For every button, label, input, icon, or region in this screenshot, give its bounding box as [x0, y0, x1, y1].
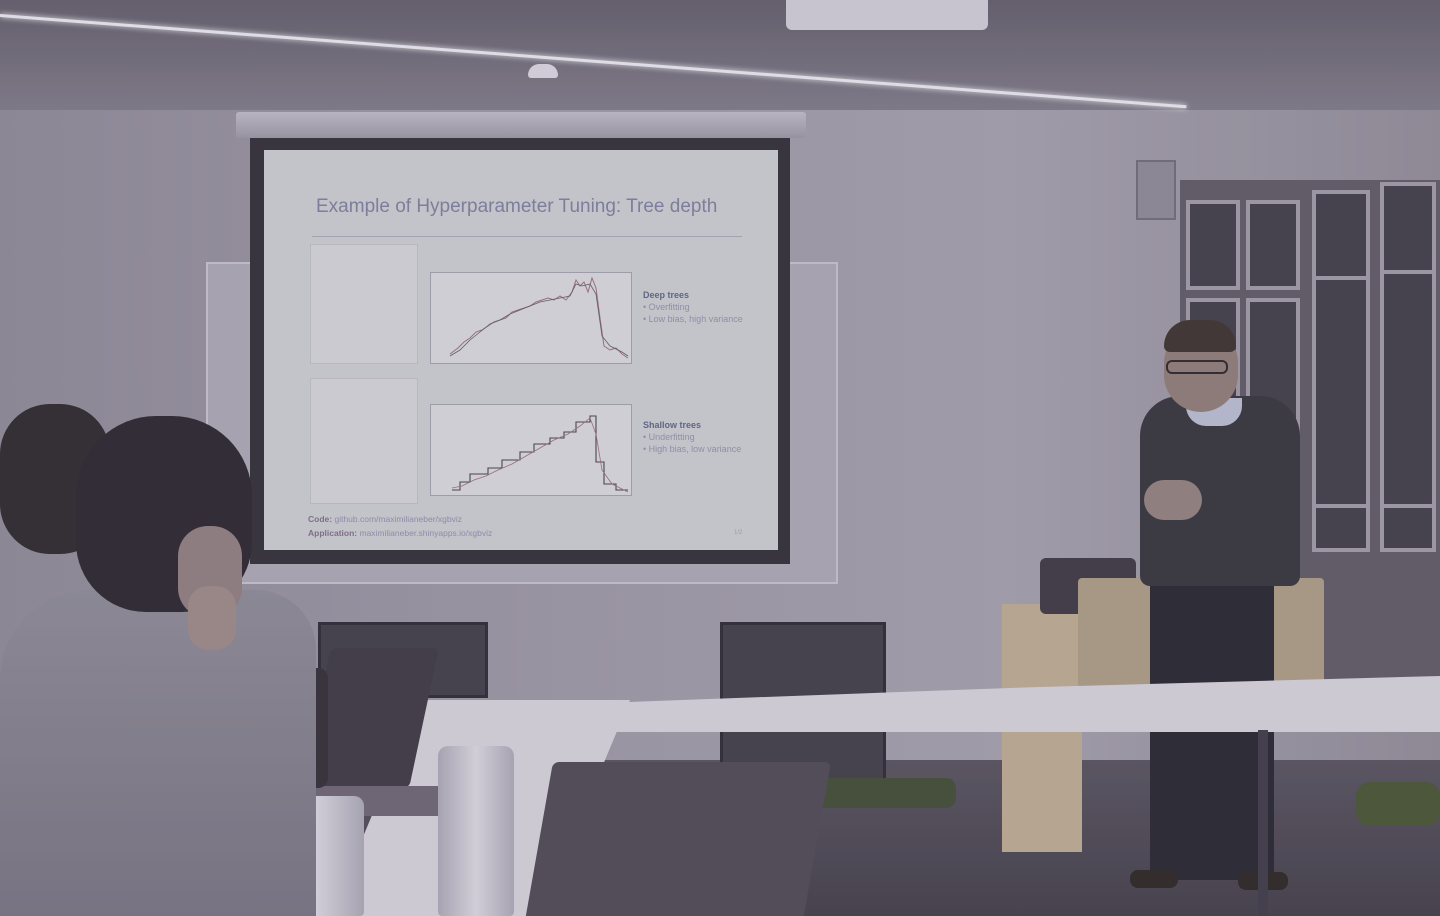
bullet-text: High bias, low variance: [648, 444, 742, 454]
audience-laptop-foreground: [523, 762, 831, 916]
series-line-dark: [449, 283, 629, 357]
presenter-glasses: [1166, 360, 1228, 374]
window-pane: [1380, 270, 1436, 536]
shallow-trees-heading: Shallow trees: [643, 420, 702, 430]
shallow-trees-bullet-1: • Underfitting: [643, 432, 695, 442]
deep-trees-heading: Deep trees: [643, 290, 690, 300]
window-pane: [1312, 190, 1370, 280]
water-bottle: [438, 746, 514, 916]
deep-trees-bullet-1: • Overfitting: [643, 302, 690, 312]
window-pane: [1312, 504, 1370, 552]
smoke-detector: [528, 64, 558, 78]
bullet-text: Overfitting: [648, 302, 690, 312]
series-line-red: [451, 417, 629, 493]
chair-seat-green: [1356, 782, 1440, 826]
table-leg: [1258, 730, 1268, 916]
code-link-line: Code: github.com/maximilianeber/xgbviz: [308, 514, 462, 524]
bullet-text: Underfitting: [648, 432, 695, 442]
application-link-line: Application: maximilianeber.shinyapps.io…: [308, 528, 492, 538]
control-panel-bottom: [310, 378, 418, 504]
application-url: maximilianeber.shinyapps.io/xgbviz: [359, 528, 493, 538]
presenter-hands: [1144, 480, 1202, 520]
ceiling-projector: [786, 0, 988, 30]
projector-screen-housing: [236, 112, 806, 138]
wall-speaker: [1136, 160, 1176, 220]
presenter-shoe: [1130, 870, 1178, 888]
application-label: Application:: [308, 528, 358, 538]
audience-member-body: [0, 590, 316, 916]
window-pane: [1186, 200, 1240, 290]
deep-trees-bullet-2: • Low bias, high variance: [643, 314, 743, 324]
code-label: Code:: [308, 514, 333, 524]
audience-member-hand: [188, 586, 236, 650]
window-pane: [1246, 200, 1300, 290]
plot-deep-trees: [430, 272, 632, 364]
code-url: github.com/maximilianeber/xgbviz: [334, 514, 463, 524]
line-plot-deep-trees: [449, 276, 629, 359]
presenter-trousers: [1150, 584, 1274, 880]
window-pane: [1312, 276, 1370, 536]
slide-title: Example of Hyperparameter Tuning: Tree d…: [316, 196, 718, 217]
window-pane: [1380, 504, 1436, 552]
presenter-hair: [1164, 320, 1236, 352]
ceiling: [0, 0, 1440, 110]
window-pane: [1380, 182, 1436, 274]
slide-page-number: 1/2: [734, 530, 743, 536]
control-panel-top: [310, 244, 418, 364]
line-plot-shallow-trees: [451, 415, 629, 493]
series-line-dark: [452, 415, 628, 491]
series-line-red: [449, 276, 629, 359]
shallow-trees-bullet-2: • High bias, low variance: [643, 444, 742, 454]
bullet-text: Low bias, high variance: [648, 314, 743, 324]
slide-title-divider: [312, 236, 742, 237]
